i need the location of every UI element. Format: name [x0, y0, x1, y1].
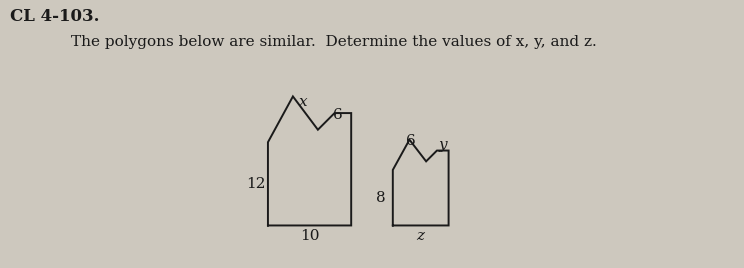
Text: The polygons below are similar.  Determine the values of x, y, and z.: The polygons below are similar. Determin… — [71, 35, 597, 49]
Text: z: z — [417, 229, 424, 243]
Text: 10: 10 — [300, 229, 319, 243]
Text: y: y — [438, 138, 447, 152]
Text: 12: 12 — [246, 177, 266, 191]
Text: 6: 6 — [406, 134, 416, 148]
Text: 8: 8 — [376, 191, 386, 205]
Text: CL 4-103.: CL 4-103. — [10, 8, 99, 25]
Text: x: x — [298, 95, 307, 109]
Text: 6: 6 — [333, 108, 343, 122]
